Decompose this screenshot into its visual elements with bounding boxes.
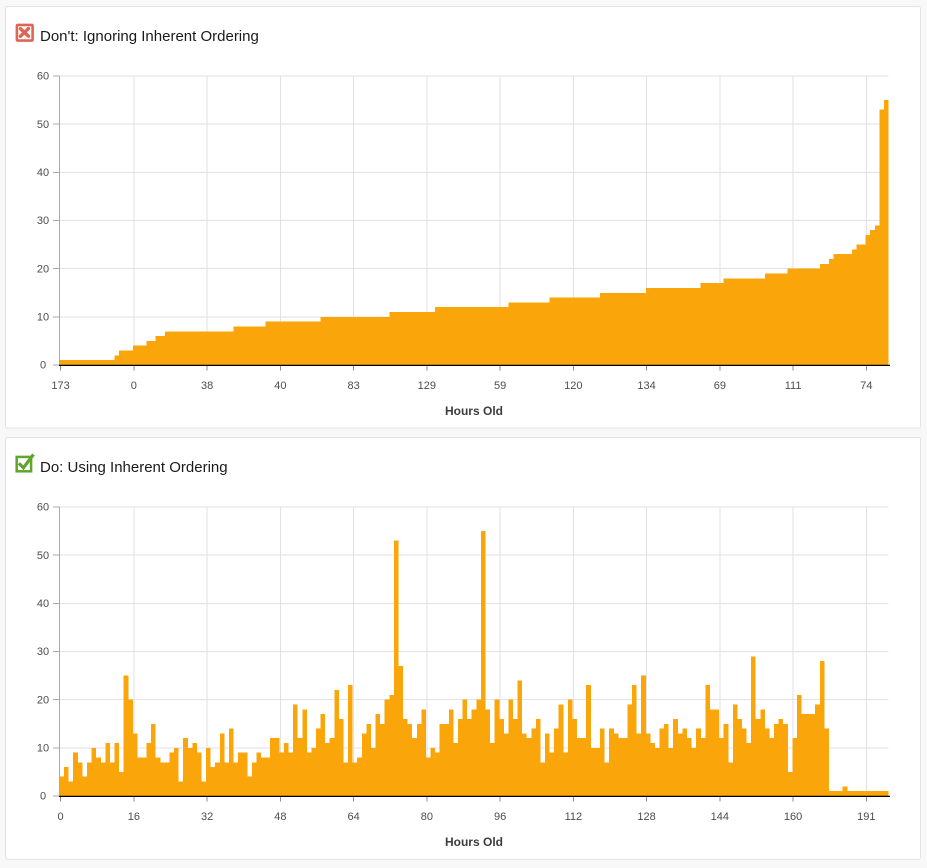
svg-text:74: 74 <box>860 380 872 392</box>
svg-text:191: 191 <box>857 811 875 823</box>
svg-text:111: 111 <box>785 380 802 392</box>
svg-text:40: 40 <box>274 380 286 392</box>
svg-text:16: 16 <box>128 811 140 823</box>
svg-text:Hours Old: Hours Old <box>445 835 503 849</box>
svg-text:128: 128 <box>637 811 655 823</box>
svg-text:50: 50 <box>37 550 49 562</box>
svg-text:120: 120 <box>564 380 582 392</box>
svg-text:38: 38 <box>201 380 213 392</box>
svg-text:112: 112 <box>565 811 583 823</box>
svg-text:60: 60 <box>37 502 49 514</box>
svg-text:59: 59 <box>494 380 506 392</box>
svg-text:Hours Old: Hours Old <box>445 404 503 418</box>
svg-text:83: 83 <box>347 380 359 392</box>
svg-text:40: 40 <box>37 167 49 179</box>
svg-text:Don't: Ignoring Inherent Order: Don't: Ignoring Inherent Ordering <box>40 28 259 45</box>
svg-text:129: 129 <box>418 380 436 392</box>
svg-text:20: 20 <box>37 263 49 275</box>
svg-text:69: 69 <box>714 380 726 392</box>
svg-text:10: 10 <box>37 743 49 755</box>
svg-text:173: 173 <box>51 380 69 392</box>
svg-text:50: 50 <box>37 119 49 131</box>
svg-text:10: 10 <box>37 312 49 324</box>
svg-text:64: 64 <box>347 811 359 823</box>
svg-text:80: 80 <box>421 811 433 823</box>
svg-text:20: 20 <box>37 694 49 706</box>
svg-text:144: 144 <box>711 811 729 823</box>
svg-text:0: 0 <box>58 811 64 823</box>
svg-text:60: 60 <box>37 71 49 83</box>
svg-text:0: 0 <box>131 380 137 392</box>
svg-text:30: 30 <box>37 646 49 658</box>
svg-text:0: 0 <box>40 791 46 803</box>
svg-text:160: 160 <box>784 811 802 823</box>
svg-text:40: 40 <box>37 598 49 610</box>
svg-text:48: 48 <box>274 811 286 823</box>
svg-text:0: 0 <box>40 360 46 372</box>
svg-text:Do: Using Inherent Ordering: Do: Using Inherent Ordering <box>40 459 228 476</box>
svg-text:134: 134 <box>637 380 655 392</box>
svg-text:32: 32 <box>201 811 213 823</box>
svg-text:30: 30 <box>37 215 49 227</box>
svg-text:96: 96 <box>494 811 506 823</box>
